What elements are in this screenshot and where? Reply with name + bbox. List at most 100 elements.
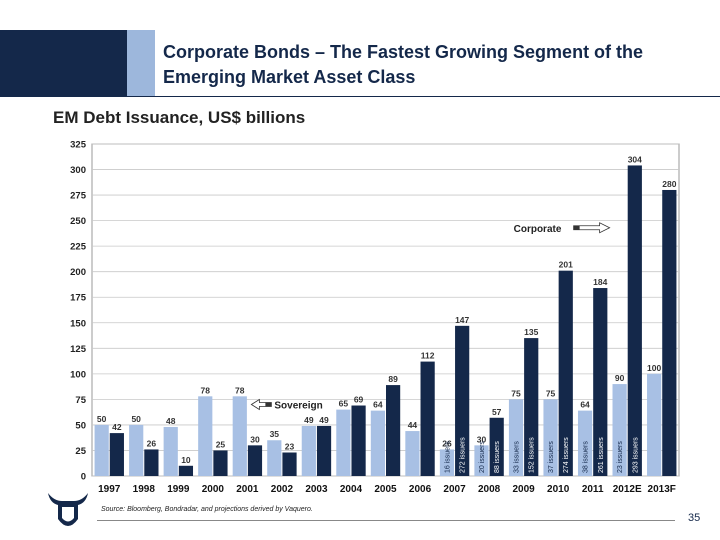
data-label: 75 bbox=[511, 388, 521, 398]
sovereign-bar bbox=[439, 449, 455, 476]
issuer-annotation: 33 issuers bbox=[514, 441, 521, 473]
data-label: 280 bbox=[662, 179, 676, 189]
data-label: 35 bbox=[270, 429, 280, 439]
x-tick-label: 2010 bbox=[547, 484, 570, 495]
data-label: 57 bbox=[492, 407, 502, 417]
data-label: 112 bbox=[421, 351, 435, 361]
data-label: 64 bbox=[580, 400, 590, 410]
x-tick-label: 1999 bbox=[167, 484, 190, 495]
sovereign-bar bbox=[577, 410, 593, 476]
corporate-bar bbox=[524, 338, 539, 476]
data-label: 48 bbox=[166, 416, 176, 426]
slide-title: Corporate Bonds – The Fastest Growing Se… bbox=[163, 42, 644, 87]
data-label: 49 bbox=[304, 415, 314, 425]
x-tick-label: 1997 bbox=[98, 484, 121, 495]
sovereign-arrow-fill bbox=[265, 402, 272, 407]
data-label: 44 bbox=[408, 420, 418, 430]
corporate-callout-label: Corporate bbox=[514, 224, 562, 235]
data-label: 23 bbox=[285, 442, 295, 452]
issuer-annotation: 293 issuers bbox=[632, 437, 639, 473]
data-label: 42 bbox=[112, 422, 122, 432]
x-tick-label: 2001 bbox=[236, 484, 259, 495]
chart-title: EM Debt Issuance, US$ billions bbox=[53, 108, 306, 127]
y-tick-label: 325 bbox=[70, 140, 87, 151]
data-label: 50 bbox=[131, 414, 141, 424]
x-tick-label: 2009 bbox=[512, 484, 535, 495]
issuer-annotation: 261 issuers bbox=[598, 437, 605, 473]
sovereign-bar bbox=[508, 399, 524, 476]
x-tick-label: 2013F bbox=[648, 484, 676, 495]
data-label: 147 bbox=[455, 315, 469, 325]
y-tick-label: 0 bbox=[81, 472, 86, 483]
data-label: 89 bbox=[388, 374, 398, 384]
x-tick-label: 2005 bbox=[374, 484, 397, 495]
data-label: 75 bbox=[546, 388, 556, 398]
y-tick-label: 125 bbox=[70, 344, 87, 355]
corporate-bar bbox=[489, 417, 504, 476]
sovereign-bar bbox=[129, 424, 144, 476]
data-label: 184 bbox=[593, 277, 607, 287]
issuer-annotation: 23 issuers bbox=[617, 441, 624, 473]
header-title-area bbox=[155, 30, 720, 96]
data-label: 78 bbox=[201, 385, 211, 395]
bull-logo-icon bbox=[48, 493, 88, 526]
sovereign-bar bbox=[370, 410, 385, 476]
data-label: 26 bbox=[147, 438, 157, 448]
y-tick-label: 25 bbox=[75, 446, 86, 457]
x-tick-label: 2003 bbox=[305, 484, 328, 495]
data-label: 78 bbox=[235, 385, 245, 395]
data-label: 135 bbox=[524, 327, 538, 337]
sovereign-bar bbox=[336, 409, 351, 476]
corporate-bar bbox=[316, 425, 332, 476]
y-tick-label: 50 bbox=[75, 420, 86, 431]
sovereign-bar bbox=[301, 425, 316, 476]
sovereign-bar bbox=[647, 373, 662, 476]
issuer-annotation: 38 issuers bbox=[583, 441, 590, 473]
corporate-bar bbox=[109, 433, 124, 476]
sovereign-callout-label: Sovereign bbox=[274, 400, 322, 411]
issuer-annotation: 152 issuers bbox=[529, 437, 536, 473]
corporate-bar bbox=[593, 288, 608, 476]
x-tick-label: 2012E bbox=[613, 484, 642, 495]
y-tick-label: 250 bbox=[70, 216, 86, 227]
issuer-annotation: 88 issuers bbox=[494, 441, 501, 473]
sovereign-bar bbox=[198, 396, 213, 476]
y-tick-label: 100 bbox=[70, 369, 86, 380]
data-label: 26 bbox=[442, 438, 452, 448]
corporate-bar bbox=[420, 361, 435, 476]
y-tick-label: 175 bbox=[70, 293, 87, 304]
sovereign-bar bbox=[612, 384, 627, 476]
sovereign-bar bbox=[474, 445, 489, 476]
x-tick-label: 1998 bbox=[133, 484, 156, 495]
issuer-annotation: 20 issuers bbox=[479, 441, 486, 473]
data-label: 90 bbox=[615, 373, 625, 383]
corporate-bar bbox=[627, 165, 642, 476]
x-tick-label: 2000 bbox=[202, 484, 225, 495]
data-label: 10 bbox=[181, 455, 191, 465]
x-tick-label: 2011 bbox=[582, 484, 604, 495]
x-tick-label: 2004 bbox=[340, 484, 363, 495]
data-label: 69 bbox=[354, 395, 364, 405]
source-note: Source: Bloomberg, Bondradar, and projec… bbox=[101, 506, 313, 513]
issuer-annotation: 274 issuers bbox=[563, 437, 570, 473]
sovereign-bar bbox=[163, 426, 178, 476]
x-tick-label: 2007 bbox=[443, 484, 466, 495]
data-label: 50 bbox=[97, 414, 107, 424]
corporate-bar bbox=[247, 445, 263, 476]
header-stripe bbox=[127, 30, 155, 96]
header-left-block bbox=[0, 30, 127, 96]
issuer-annotation: 37 issuers bbox=[548, 441, 555, 473]
data-label: 64 bbox=[373, 400, 383, 410]
header-divider bbox=[0, 96, 720, 97]
y-tick-label: 300 bbox=[70, 165, 86, 176]
corporate-bar bbox=[455, 325, 470, 476]
issuer-annotation: 272 issuers bbox=[460, 437, 467, 473]
data-label: 100 bbox=[647, 363, 661, 373]
data-label: 30 bbox=[250, 434, 260, 444]
data-label: 201 bbox=[559, 260, 573, 270]
y-tick-label: 150 bbox=[70, 318, 86, 329]
data-label: 30 bbox=[477, 434, 487, 444]
corporate-bar bbox=[213, 450, 228, 476]
corporate-bar bbox=[386, 385, 401, 476]
sovereign-bar bbox=[94, 424, 109, 476]
